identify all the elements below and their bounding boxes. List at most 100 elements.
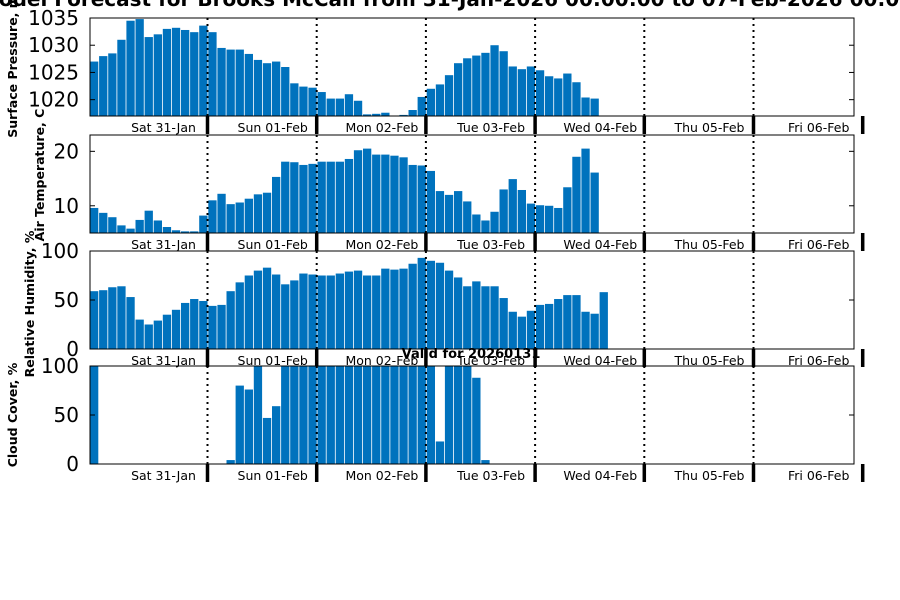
bar [363, 114, 372, 116]
day-label: Mon 02-Feb [345, 353, 418, 368]
y-tick-label: 50 [54, 403, 79, 427]
bar [99, 212, 108, 233]
plot-frame [89, 365, 855, 465]
day-label: Mon 02-Feb [345, 468, 418, 483]
bar [444, 366, 454, 464]
y-axis-label: Air Temperature, C [32, 109, 47, 242]
bar [226, 291, 235, 349]
bar [153, 220, 162, 233]
bar [554, 78, 563, 116]
bar [162, 227, 172, 233]
bar [381, 154, 390, 233]
bar [199, 25, 208, 116]
bar [290, 366, 299, 464]
bar [244, 275, 253, 349]
bar [353, 366, 363, 464]
bar [390, 269, 399, 349]
bar [535, 70, 545, 116]
bar [253, 194, 263, 233]
bar [317, 366, 326, 464]
bar [153, 320, 162, 349]
bar [108, 53, 117, 116]
bar [281, 161, 290, 233]
bar [590, 172, 599, 233]
bar [335, 273, 344, 349]
bar [281, 67, 290, 116]
bar [290, 162, 299, 233]
day-label: Sun 01-Feb [238, 237, 308, 252]
chart-title: Model Forecast for Brooks McCall from 31… [0, 0, 900, 11]
bar [344, 271, 354, 349]
bar [454, 63, 463, 116]
bar [308, 274, 317, 349]
bar [581, 97, 590, 116]
bar [299, 86, 308, 116]
bar [490, 286, 499, 349]
bar [299, 366, 308, 464]
bar [326, 161, 335, 233]
bar [299, 273, 308, 349]
bar [454, 366, 463, 464]
bar [262, 267, 272, 349]
bar [90, 61, 99, 116]
day-label: Sun 01-Feb [238, 468, 308, 483]
day-label: Sun 01-Feb [238, 120, 308, 135]
y-tick-label: 1020 [28, 88, 79, 112]
bar [363, 275, 372, 349]
y-tick-label: 100 [41, 239, 79, 263]
bar [262, 192, 272, 233]
bar [272, 176, 281, 233]
bar [381, 112, 390, 116]
bar [590, 313, 599, 349]
bar [481, 52, 490, 116]
bar [335, 98, 344, 116]
bar [563, 187, 572, 233]
day-label: Sat 31-Jan [131, 237, 196, 252]
bar [444, 194, 454, 233]
bar [135, 319, 144, 349]
y-tick-label: 1025 [28, 60, 79, 84]
bar [508, 311, 517, 349]
bar [390, 366, 399, 464]
day-label: Tue 03-Feb [456, 120, 525, 135]
bar [444, 75, 454, 116]
bar [290, 83, 299, 116]
bar [463, 286, 472, 349]
bar [171, 230, 181, 233]
day-label: Sun 01-Feb [238, 353, 308, 368]
bar [408, 366, 417, 464]
bar [217, 304, 226, 349]
bar [281, 366, 290, 464]
bar [108, 217, 117, 233]
day-label: Fri 06-Feb [788, 120, 849, 135]
bar [290, 280, 299, 349]
bar [353, 100, 363, 116]
bar [244, 198, 253, 233]
y-tick-label: 20 [54, 139, 79, 163]
bar [272, 61, 281, 116]
bar [181, 231, 190, 233]
bar [171, 27, 181, 116]
bar [417, 96, 426, 116]
bar [108, 287, 117, 349]
bar [190, 299, 199, 349]
bar [335, 366, 344, 464]
bar [408, 164, 417, 233]
y-tick-label: 10 [54, 194, 79, 218]
bar [481, 220, 490, 233]
bar [417, 366, 426, 464]
bar [326, 98, 335, 116]
bar [99, 56, 108, 116]
bar [272, 406, 281, 464]
y-axis-label: Relative Humidity, % [22, 230, 37, 377]
bar [335, 161, 344, 233]
y-tick-label: 0 [66, 452, 79, 476]
bar [135, 219, 144, 233]
day-label: Mon 02-Feb [345, 120, 418, 135]
bar [308, 87, 317, 116]
bar [454, 277, 463, 349]
bar [490, 45, 499, 116]
day-label: Wed 04-Feb [563, 237, 637, 252]
day-label: Tue 03-Feb [456, 353, 525, 368]
y-tick-label: 1030 [28, 33, 79, 57]
